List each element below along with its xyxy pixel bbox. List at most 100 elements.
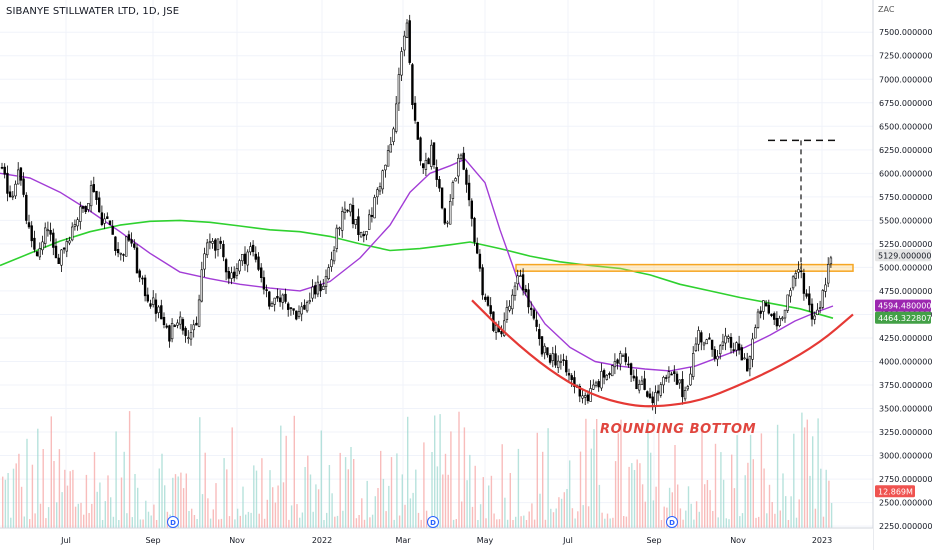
volume-bar bbox=[755, 517, 757, 528]
volume-bar bbox=[331, 493, 333, 528]
candle-body bbox=[295, 310, 298, 320]
time-tick-label: Nov bbox=[730, 536, 746, 545]
candle-body bbox=[389, 144, 392, 153]
candle-body bbox=[22, 178, 25, 195]
candle-body bbox=[170, 322, 174, 340]
volume-bar bbox=[390, 457, 393, 528]
volume-bar bbox=[269, 470, 271, 528]
time-axis-bg bbox=[0, 528, 873, 550]
volume-bar bbox=[455, 519, 457, 528]
volume-bar bbox=[64, 469, 66, 528]
candle-body bbox=[176, 322, 179, 326]
volume-bar bbox=[571, 508, 574, 528]
candle-body bbox=[125, 236, 128, 257]
volume-bar bbox=[45, 518, 47, 528]
candle-body bbox=[708, 337, 711, 340]
candle-body bbox=[103, 218, 106, 224]
volume-bar bbox=[301, 512, 304, 528]
volume-bar bbox=[779, 510, 781, 528]
volume-bar bbox=[236, 508, 239, 528]
volume-bar bbox=[112, 516, 115, 528]
volume-bar bbox=[155, 520, 158, 528]
candle-body bbox=[616, 359, 619, 364]
candle-body bbox=[619, 353, 622, 365]
volume-bar bbox=[336, 515, 339, 528]
volume-bar bbox=[307, 455, 309, 528]
volume-bar bbox=[366, 480, 368, 528]
currency-label: ZAC bbox=[878, 5, 895, 14]
candle-body bbox=[127, 234, 131, 241]
volume-bar bbox=[72, 469, 74, 528]
candle-body bbox=[759, 310, 762, 314]
candle-body bbox=[637, 384, 641, 391]
volume-bar bbox=[582, 505, 584, 528]
candle-body bbox=[71, 226, 74, 241]
volume-bar bbox=[347, 469, 349, 528]
volume-bar bbox=[663, 506, 665, 528]
dividend-marker-icon: D bbox=[427, 516, 439, 528]
volume-bar bbox=[776, 424, 779, 528]
candle-body bbox=[100, 212, 104, 225]
candle-body bbox=[556, 360, 560, 368]
candle-body bbox=[297, 311, 301, 317]
candle-body bbox=[740, 347, 744, 361]
volume-bar bbox=[293, 415, 295, 528]
volume-bar bbox=[174, 474, 177, 528]
volume-bar bbox=[234, 519, 236, 528]
candle-body bbox=[14, 183, 17, 197]
candle-body bbox=[613, 361, 617, 368]
candle-body bbox=[41, 241, 44, 251]
volume-bar bbox=[80, 502, 82, 528]
chart-title: SIBANYE STILLWATER LTD, 1D, JSE bbox=[6, 6, 180, 17]
volume-bar bbox=[596, 419, 598, 528]
volume-bar bbox=[231, 427, 233, 528]
volume-bar bbox=[242, 486, 244, 528]
candle-body bbox=[54, 245, 58, 259]
candle-body bbox=[241, 254, 244, 262]
time-axis[interactable]: Jul Sep Nov 2022 Mar May Jul Sep Nov 2023 D D D bbox=[0, 516, 873, 551]
volume-bar bbox=[420, 519, 422, 528]
candle-body bbox=[435, 167, 438, 180]
volume-bar bbox=[304, 467, 306, 528]
candle-body bbox=[365, 231, 368, 236]
volume-bar bbox=[671, 492, 673, 528]
resistance-zone-layer bbox=[515, 263, 854, 272]
volume-bar bbox=[15, 463, 17, 528]
candle-body bbox=[305, 302, 309, 312]
candle-body bbox=[165, 325, 168, 328]
volume-bar bbox=[474, 465, 476, 528]
volume-bar bbox=[752, 459, 754, 528]
candle-body bbox=[246, 251, 249, 266]
volume-bar bbox=[369, 517, 371, 528]
volume-bar bbox=[226, 469, 228, 528]
candle-body bbox=[443, 208, 446, 224]
candle-body bbox=[457, 158, 460, 177]
candle-body bbox=[268, 291, 271, 307]
candle-body bbox=[794, 273, 798, 279]
candle-body bbox=[775, 317, 779, 327]
price-tick-label: 7250.0000000 bbox=[879, 52, 932, 61]
candle-body bbox=[632, 375, 636, 379]
volume-bar bbox=[598, 484, 601, 528]
candle-body bbox=[384, 164, 387, 171]
volume-bar bbox=[258, 513, 260, 528]
volume-bar bbox=[774, 513, 776, 528]
candle-body bbox=[629, 363, 633, 375]
price-tick-label: 3000.0000000 bbox=[879, 452, 932, 461]
candle-body bbox=[133, 243, 136, 248]
candle-body bbox=[108, 220, 112, 225]
volume-bar bbox=[317, 489, 320, 528]
candle-body bbox=[173, 325, 176, 327]
price-tick-label: 7500.0000000 bbox=[879, 28, 932, 37]
volume-bar bbox=[515, 516, 517, 528]
candle-body bbox=[438, 179, 441, 189]
time-tick-label: Nov bbox=[229, 536, 245, 545]
volume-bar bbox=[277, 485, 279, 528]
candle-body bbox=[797, 269, 800, 273]
price-axis[interactable]: 2250.0000000 2500.0000000 2750.0000000 3000… bbox=[872, 0, 932, 550]
volume-bar bbox=[569, 460, 571, 528]
volume-bar bbox=[536, 432, 538, 528]
volume-bar bbox=[139, 519, 142, 528]
candle-body bbox=[73, 224, 77, 227]
candle-body bbox=[467, 182, 471, 201]
